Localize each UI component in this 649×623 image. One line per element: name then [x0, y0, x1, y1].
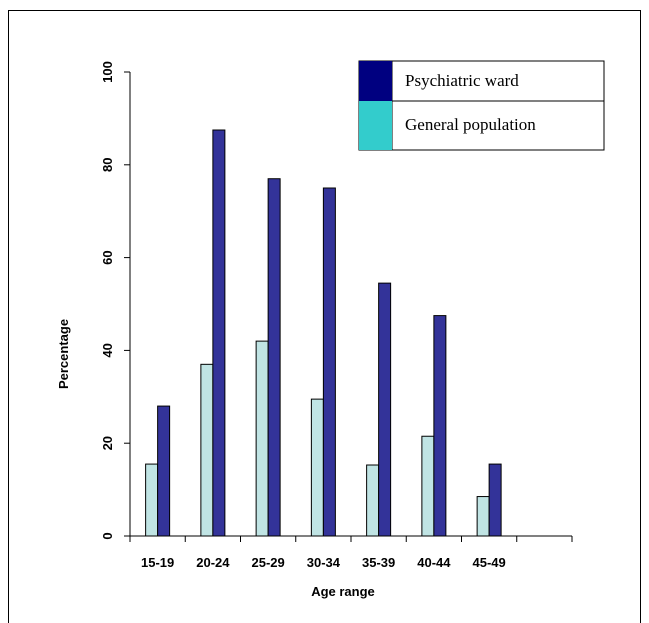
x-tick-label: 35-39	[362, 555, 395, 570]
bar-general-population	[421, 435, 435, 537]
bar-general-population	[255, 340, 269, 537]
legend-label-psychiatric-ward: Psychiatric ward	[405, 71, 519, 90]
x-tick-label: 25-29	[252, 555, 285, 570]
bar-general-population	[310, 398, 324, 537]
x-axis-title: Age range	[311, 584, 375, 599]
bar-psychiatric-ward	[378, 282, 392, 537]
y-tick-label: 60	[100, 250, 115, 264]
y-tick-label: 40	[100, 343, 115, 357]
y-tick-label: 80	[100, 158, 115, 172]
legend-box	[358, 60, 605, 151]
bar-general-population	[200, 363, 214, 537]
y-tick-label: 20	[100, 436, 115, 450]
legend: Psychiatric ward General population	[358, 60, 605, 151]
bar-psychiatric-ward	[322, 187, 336, 537]
y-axis-title: Percentage	[56, 319, 71, 389]
bar-general-population	[366, 464, 380, 537]
x-tick-label: 15-19	[141, 555, 174, 570]
y-tick-label: 100	[100, 61, 115, 83]
bar-psychiatric-ward	[212, 129, 226, 537]
x-axis: 15-19 20-24 25-29 30-34 35-39 40-44 45-49	[129, 535, 573, 570]
x-tick-label: 40-44	[417, 555, 451, 570]
legend-label-general-population: General population	[405, 115, 536, 134]
chart-frame	[8, 10, 641, 623]
bar-psychiatric-ward	[433, 315, 447, 537]
y-axis: 0 20 40 60 80 100	[100, 61, 131, 540]
legend-swatch-psychiatric-ward	[359, 61, 392, 101]
bar-general-population	[476, 496, 490, 537]
bar-psychiatric-ward	[267, 178, 281, 537]
y-tick-label: 0	[100, 532, 115, 539]
bar-general-population	[145, 463, 159, 537]
bar-psychiatric-ward	[157, 405, 171, 537]
x-tick-label: 45-49	[473, 555, 506, 570]
x-tick-label: 20-24	[196, 555, 230, 570]
x-tick-label: 30-34	[307, 555, 341, 570]
legend-swatch-general-population	[359, 101, 392, 150]
bars	[145, 129, 502, 537]
bar-psychiatric-ward	[488, 463, 502, 537]
